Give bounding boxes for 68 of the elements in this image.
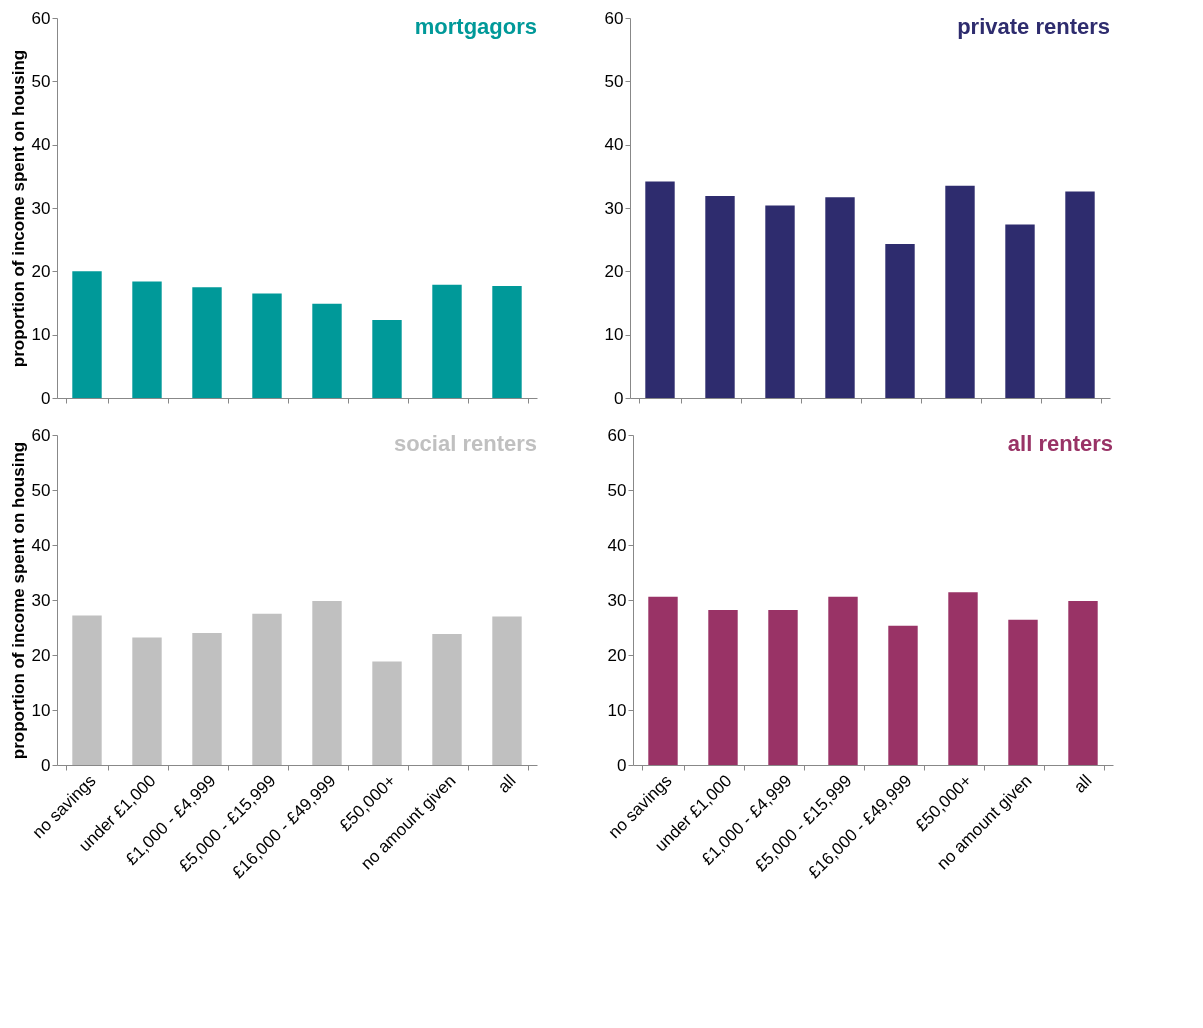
y-axis-title: proportion of income spent on housing	[8, 49, 28, 368]
bar	[1068, 601, 1098, 765]
bar	[312, 601, 342, 765]
y-tick-label: 50	[604, 71, 624, 91]
bar	[492, 616, 522, 765]
bar	[1065, 191, 1095, 398]
bar	[192, 287, 222, 398]
y-tick-label: 30	[607, 590, 627, 610]
y-tick-label: 40	[604, 135, 624, 155]
y-tick-label: 0	[41, 755, 51, 775]
y-tick-label: 50	[31, 71, 51, 91]
chart-title: private renters	[957, 14, 1110, 39]
y-tick-label: 20	[31, 645, 51, 665]
bar	[432, 284, 462, 398]
bar	[432, 634, 462, 765]
bar	[1008, 619, 1038, 765]
bar	[492, 285, 522, 398]
chart-title: all renters	[1007, 431, 1113, 456]
y-tick-label: 60	[607, 425, 627, 445]
y-axis-title: proportion of income spent on housing	[8, 441, 28, 760]
bar	[945, 185, 975, 398]
y-tick-label: 10	[31, 325, 51, 345]
y-tick-label: 30	[31, 198, 51, 218]
x-tick-label: all	[494, 771, 520, 797]
bar	[1005, 224, 1035, 398]
bar	[948, 592, 978, 765]
y-tick-label: 10	[604, 325, 624, 345]
bar	[312, 303, 342, 398]
y-tick-label: 60	[31, 425, 51, 445]
y-tick-label: 60	[604, 8, 624, 28]
y-tick-label: 20	[604, 261, 624, 281]
x-tick-label: all	[1070, 771, 1096, 797]
y-tick-label: 40	[31, 535, 51, 555]
bar	[888, 625, 918, 765]
bar	[192, 633, 222, 765]
y-tick-label: 60	[31, 8, 51, 28]
y-tick-label: 30	[604, 198, 624, 218]
bar	[372, 320, 402, 398]
chart-title: social renters	[393, 431, 537, 456]
bar	[828, 596, 858, 765]
bar	[72, 271, 102, 398]
bar	[768, 609, 798, 765]
bar	[885, 244, 915, 398]
bar	[252, 613, 282, 765]
bar	[132, 281, 162, 398]
bar	[708, 609, 738, 765]
y-tick-label: 10	[607, 700, 627, 720]
bar	[72, 615, 102, 765]
bar	[705, 195, 735, 398]
y-tick-label: 0	[41, 388, 51, 408]
y-tick-label: 20	[607, 645, 627, 665]
bar	[765, 205, 795, 398]
y-tick-label: 0	[617, 755, 627, 775]
y-tick-label: 20	[31, 261, 51, 281]
y-tick-label: 10	[31, 700, 51, 720]
chart-title: mortgagors	[414, 14, 537, 39]
bar	[645, 181, 675, 398]
bar	[825, 197, 855, 398]
y-tick-label: 50	[607, 480, 627, 500]
y-tick-label: 30	[31, 590, 51, 610]
y-tick-label: 0	[614, 388, 624, 408]
y-tick-label: 40	[607, 535, 627, 555]
bar	[132, 637, 162, 765]
bar	[648, 596, 678, 765]
y-tick-label: 50	[31, 480, 51, 500]
bar	[252, 293, 282, 398]
bar	[372, 661, 402, 765]
y-tick-label: 40	[31, 135, 51, 155]
